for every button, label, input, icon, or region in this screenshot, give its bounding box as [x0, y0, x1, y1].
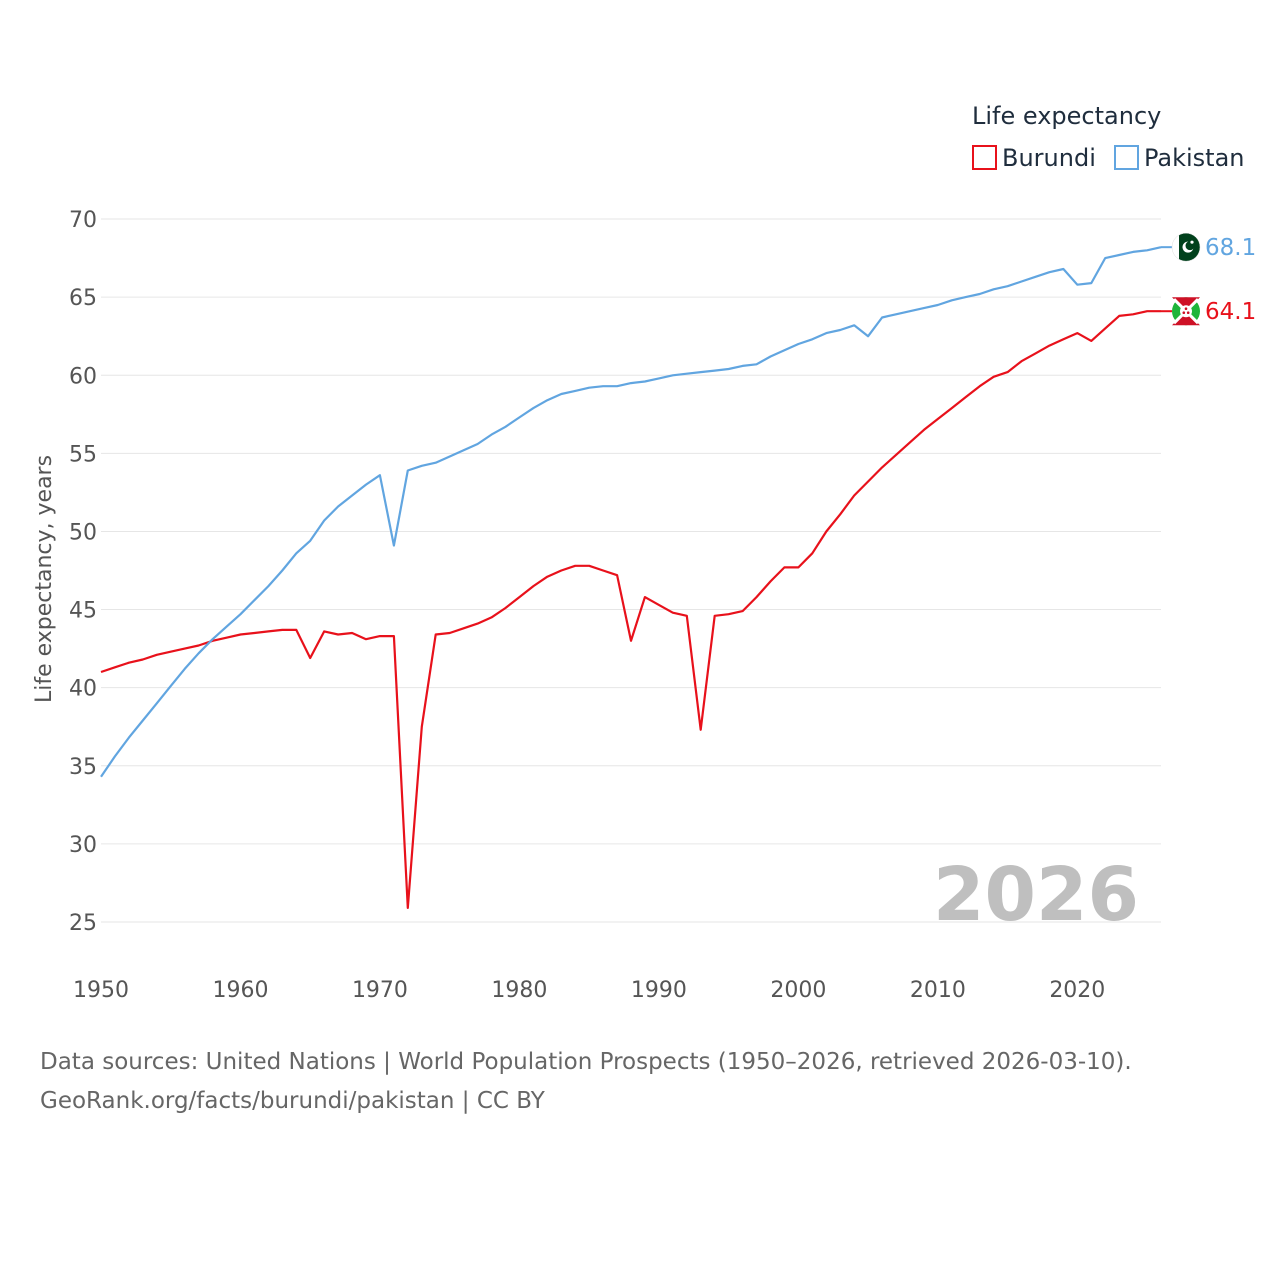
end-label-pakistan: 68.1	[1205, 235, 1256, 261]
x-tick-label: 1970	[352, 978, 408, 1003]
legend-item-burundi[interactable]: Burundi	[972, 144, 1096, 172]
x-tick-label: 1960	[212, 978, 268, 1003]
y-tick-label: 55	[69, 442, 97, 467]
x-tick-label: 2020	[1049, 978, 1105, 1003]
gridlines	[101, 218, 1161, 923]
legend-label-burundi: Burundi	[1002, 144, 1096, 172]
y-tick-label: 65	[69, 286, 97, 311]
x-tick-label: 1950	[73, 978, 129, 1003]
end-labels: 64.1 68.1	[1161, 232, 1256, 326]
y-axis-ticks: 25 30 35 40 45 50 55 60 65 70	[69, 208, 97, 936]
legend-label-pakistan: Pakistan	[1144, 144, 1245, 172]
x-tick-label: 2010	[910, 978, 966, 1003]
x-tick-label: 1990	[631, 978, 687, 1003]
x-tick-label: 1980	[491, 978, 547, 1003]
y-tick-label: 50	[69, 520, 97, 545]
y-tick-label: 35	[69, 755, 97, 780]
data-sources-text: Data sources: United Nations | World Pop…	[40, 1049, 1132, 1075]
y-axis-title: Life expectancy, years	[32, 455, 57, 703]
year-watermark: 2026	[933, 852, 1139, 938]
y-tick-label: 25	[69, 911, 97, 936]
pakistan-flag-icon	[1171, 232, 1201, 262]
footer: Data sources: United Nations | World Pop…	[40, 1043, 1240, 1121]
legend-item-pakistan[interactable]: Pakistan	[1114, 144, 1245, 172]
credit-link[interactable]: GeoRank.org/facts/burundi/pakistan | CC …	[40, 1088, 545, 1114]
life-expectancy-chart: 25 30 35 40 45 50 55 60 65 70 1950 1960 1970 1980 199…	[32, 102, 1256, 1003]
legend-title: Life expectancy	[972, 102, 1161, 130]
series-lines	[100, 246, 1162, 910]
y-tick-label: 70	[69, 208, 97, 233]
x-tick-label: 2000	[770, 978, 826, 1003]
y-tick-label: 45	[69, 599, 97, 624]
series-line-burundi[interactable]	[100, 310, 1161, 910]
series-line-pakistan[interactable]	[100, 246, 1162, 778]
legend-swatch-burundi	[972, 145, 997, 170]
y-tick-label: 60	[69, 364, 97, 389]
y-tick-label: 30	[69, 833, 97, 858]
y-tick-label: 40	[69, 677, 97, 702]
burundi-flag-icon	[1172, 297, 1200, 326]
end-label-burundi: 64.1	[1205, 299, 1256, 325]
legend-swatch-pakistan	[1114, 145, 1139, 170]
legend[interactable]: Life expectancy Burundi Pakistan	[972, 102, 1245, 172]
x-axis-ticks: 1950 1960 1970 1980 1990 2000 2010 2020	[73, 978, 1105, 1003]
